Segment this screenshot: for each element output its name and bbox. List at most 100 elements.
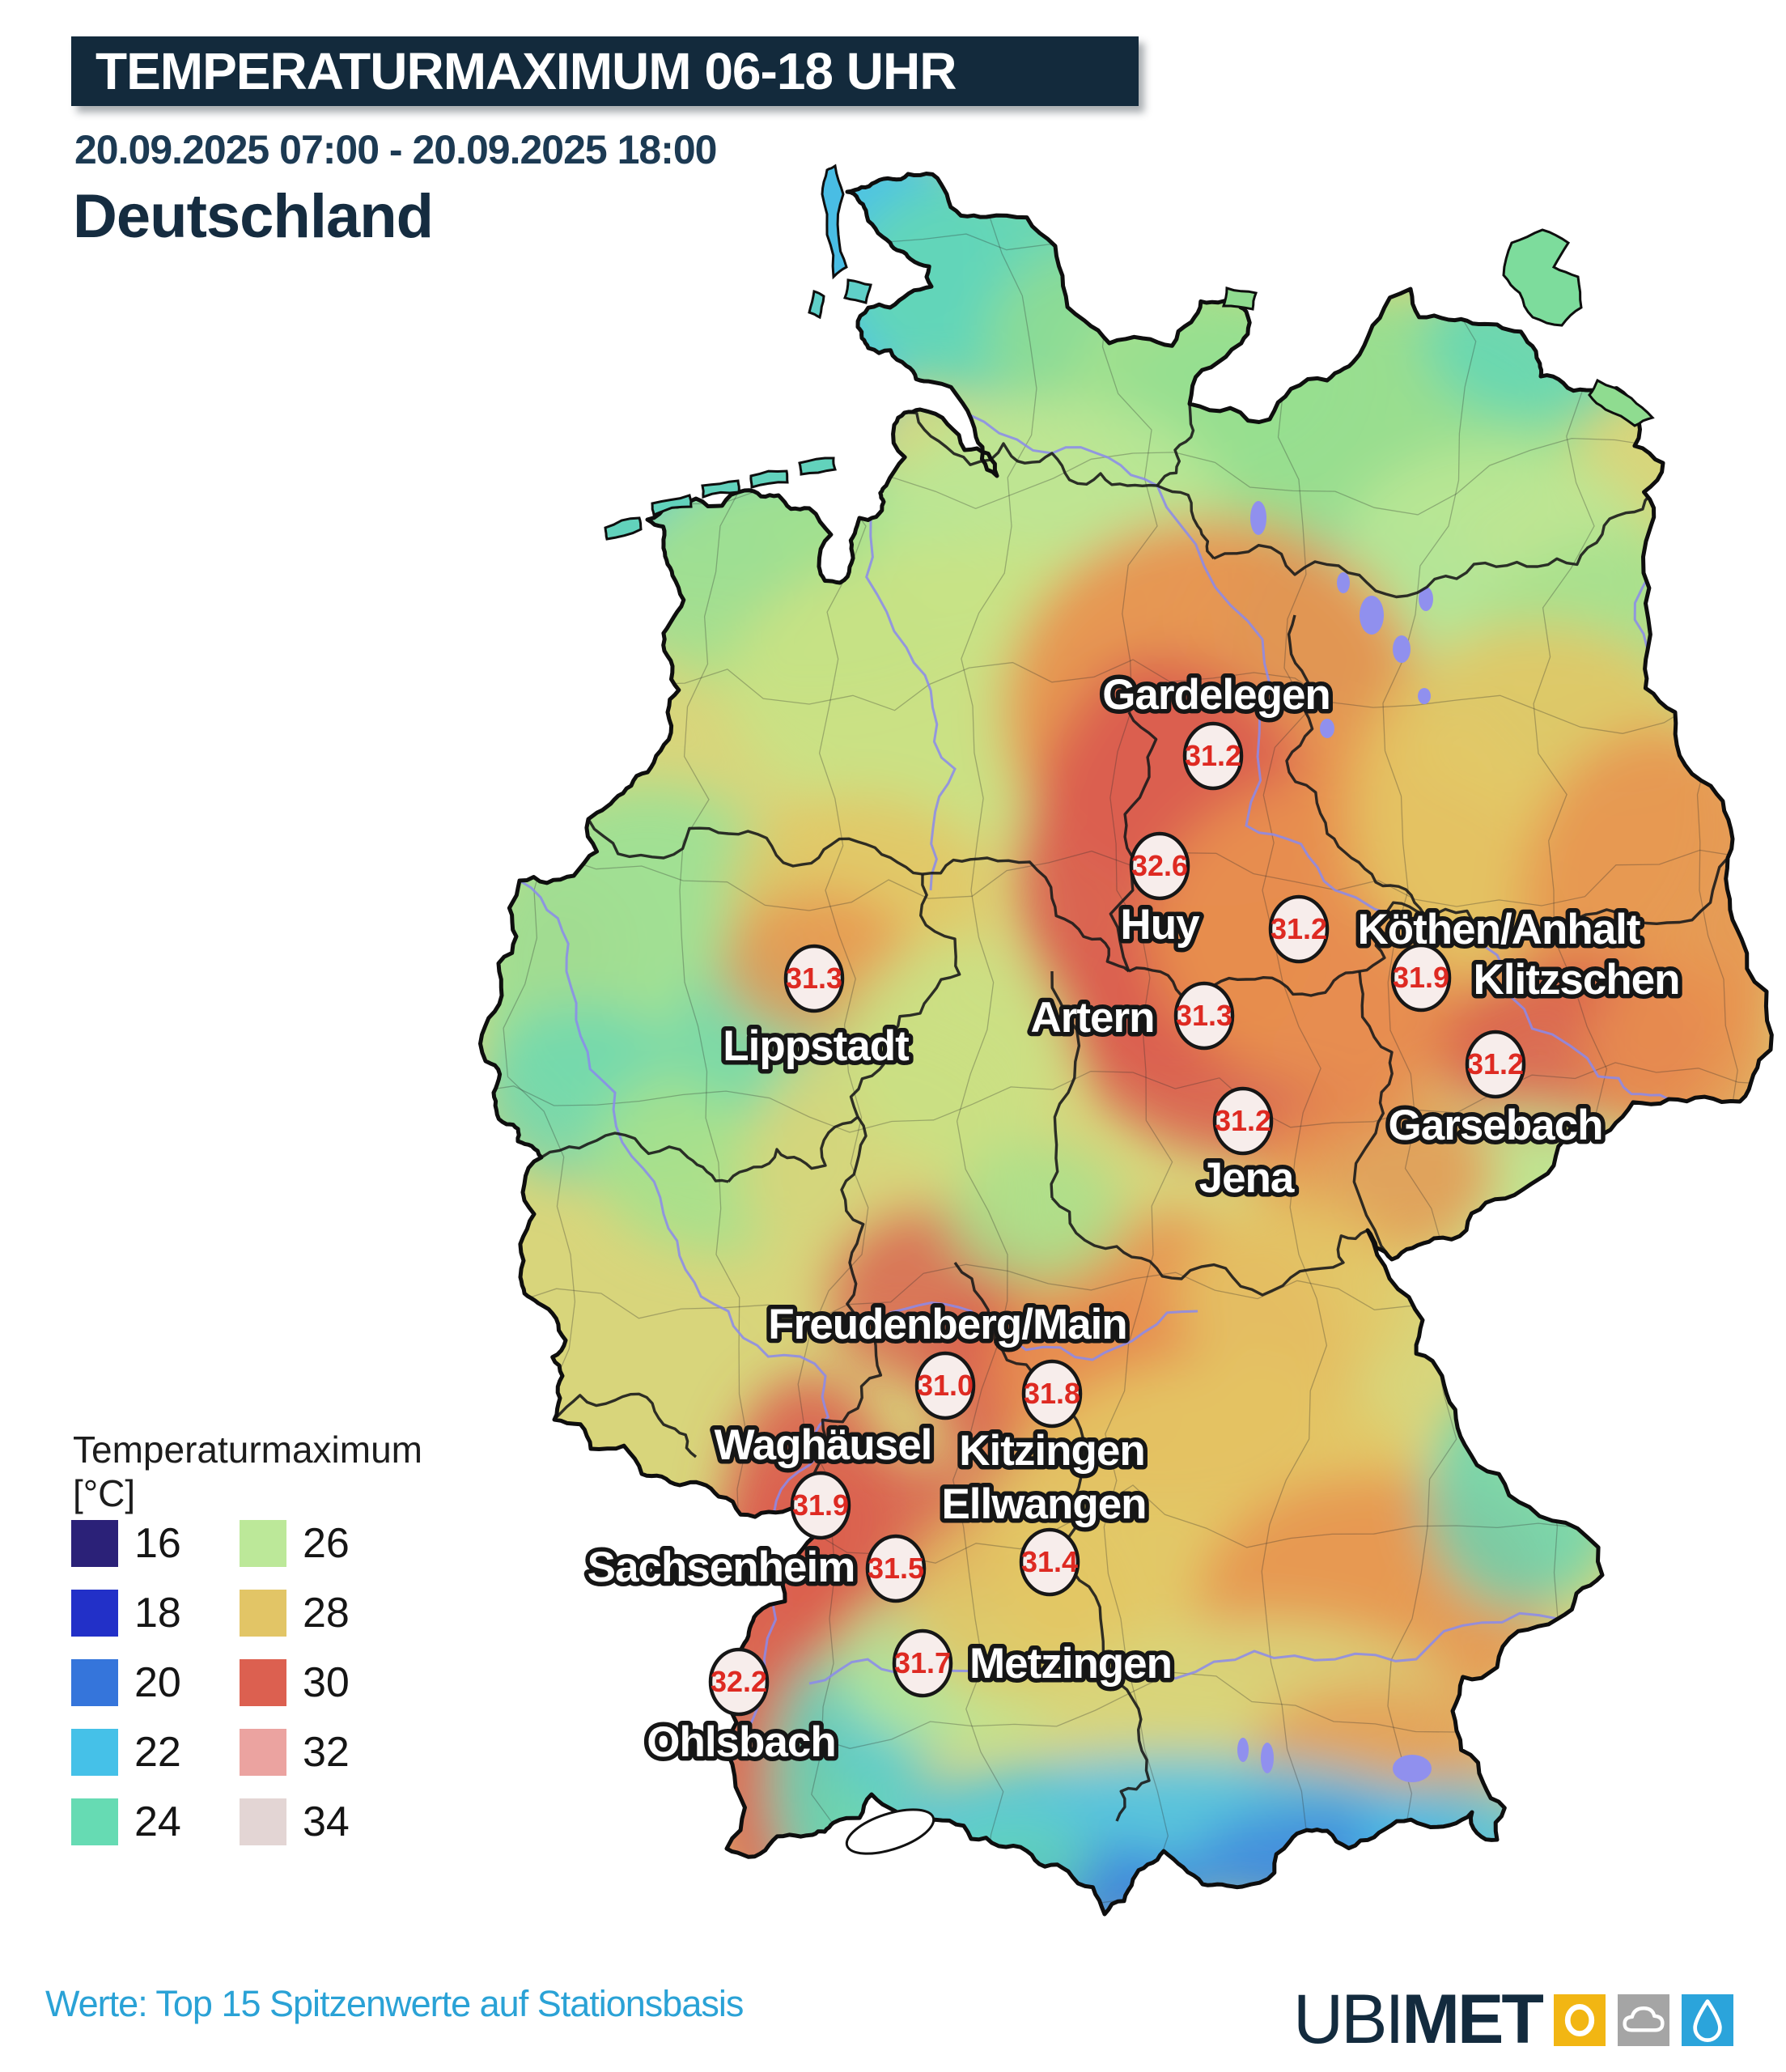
station: 32.6 Huy	[1116, 831, 1206, 953]
legend-value: 16	[134, 1520, 181, 1567]
station-label: Lippstadt	[723, 1022, 909, 1070]
station: 31.2 Köthen/Anhalt	[1268, 894, 1645, 964]
legend-item: 32	[240, 1729, 350, 1776]
station: 32.2 Ohlsbach	[643, 1647, 841, 1771]
station-value: 31.2	[1185, 739, 1241, 772]
legend-value: 32	[303, 1729, 350, 1776]
legend-swatch	[71, 1659, 118, 1706]
date-range: 20.09.2025 07:00 - 20.09.2025 18:00	[74, 127, 717, 172]
station: 31.3 Artern	[1026, 981, 1235, 1051]
station-marker	[1182, 721, 1244, 791]
station-value: 31.3	[1176, 999, 1232, 1032]
legend-swatch	[71, 1590, 118, 1637]
station-value: 32.6	[1131, 849, 1188, 882]
legend-item: 16	[71, 1520, 181, 1567]
page-title: TEMPERATURMAXIMUM 06-18 UHR	[95, 42, 957, 100]
station-label: Garsebach	[1389, 1102, 1603, 1149]
legend-swatch	[71, 1729, 118, 1776]
station-value: 32.2	[711, 1665, 767, 1698]
legend-value: 20	[134, 1659, 181, 1706]
station-marker	[892, 1628, 953, 1698]
station-value: 31.7	[894, 1646, 951, 1679]
station-value: 31.8	[1024, 1377, 1080, 1410]
station-label: Huy	[1120, 901, 1200, 949]
station-marker	[1129, 831, 1190, 901]
station-marker	[1173, 981, 1235, 1051]
legend-swatch	[240, 1659, 286, 1706]
station-label: Jena	[1199, 1154, 1295, 1202]
station-marker	[708, 1647, 770, 1717]
legend-value: 34	[303, 1798, 350, 1845]
lake-constance	[845, 1808, 935, 1855]
station-value: 31.2	[1215, 1104, 1271, 1137]
legend-item: 22	[71, 1729, 181, 1776]
legend-swatch	[240, 1520, 286, 1567]
station-label: Ohlsbach	[647, 1718, 836, 1766]
legend-swatch	[71, 1520, 118, 1567]
station-label: Köthen/Anhalt	[1357, 906, 1640, 953]
station-label: Gardelegen	[1102, 671, 1330, 719]
legend-value: 30	[303, 1659, 350, 1706]
station-marker	[914, 1351, 976, 1420]
station-label: Freudenberg/Main	[768, 1301, 1126, 1348]
station-marker	[790, 1471, 851, 1540]
station-marker	[865, 1534, 927, 1603]
title-bar: TEMPERATURMAXIMUM 06-18 UHR	[71, 36, 1139, 106]
legend-value: 24	[134, 1798, 181, 1845]
station: 31.8 Kitzingen	[955, 1359, 1150, 1480]
legend-column-left: 16 18 20 22 24	[71, 1520, 181, 1868]
station-value: 31.9	[792, 1488, 849, 1522]
legend-item: 28	[240, 1590, 350, 1637]
legend-column-right: 26 28 30 32 34	[240, 1520, 350, 1868]
logo-text-met: MET	[1402, 1981, 1544, 2058]
station-value: 31.2	[1467, 1047, 1524, 1081]
droplet-icon	[1681, 1993, 1733, 2046]
cloud-icon	[1617, 1993, 1669, 2046]
station-marker	[1268, 894, 1330, 964]
station: 31.2 Gardelegen	[1098, 667, 1335, 791]
legend-swatch	[71, 1798, 118, 1845]
sun-icon	[1553, 1993, 1606, 2046]
legend-swatch	[240, 1729, 286, 1776]
station: 31.3 Lippstadt	[719, 944, 914, 1075]
station: 31.7 Metzingen	[892, 1628, 1177, 1698]
legend-value: 28	[303, 1590, 350, 1637]
legend-swatch	[240, 1798, 286, 1845]
legend-value: 22	[134, 1729, 181, 1776]
station: 31.4 Ellwangen	[937, 1476, 1152, 1597]
legend-item: 34	[240, 1798, 350, 1845]
station-value: 31.0	[917, 1369, 974, 1402]
region-title: Deutschland	[73, 182, 434, 251]
station-marker	[783, 944, 845, 1013]
station: 31.9 Waghäusel	[710, 1417, 937, 1540]
station-label: Sachsenheim	[588, 1543, 855, 1591]
legend-value: 26	[303, 1520, 350, 1567]
station-value: 31.9	[1393, 961, 1449, 994]
legend-item: 18	[71, 1590, 181, 1637]
logo-text-ubi: UBI	[1293, 1981, 1404, 2058]
station: 31.2 Garsebach	[1384, 1030, 1608, 1154]
station-marker	[1390, 943, 1452, 1013]
legend-item: 26	[240, 1520, 350, 1567]
station: 31.5 Sachsenheim	[583, 1534, 927, 1603]
station-label: Ellwangen	[941, 1480, 1146, 1528]
station-marker	[1465, 1030, 1526, 1099]
station-value: 31.2	[1271, 912, 1327, 945]
station-value: 31.4	[1021, 1545, 1078, 1578]
station-label: Waghäusel	[715, 1421, 932, 1469]
legend-swatch	[240, 1590, 286, 1637]
station: 31.2 Jena	[1194, 1086, 1300, 1207]
legend-item: 20	[71, 1659, 181, 1706]
footer-note: Werte: Top 15 Spitzenwerte auf Stationsb…	[45, 1983, 744, 2024]
station-marker	[1019, 1527, 1080, 1597]
station-label: Metzingen	[969, 1640, 1172, 1688]
station-marker	[1212, 1086, 1274, 1156]
legend-value: 18	[134, 1590, 181, 1637]
legend-title: Temperaturmaximum [°C]	[73, 1429, 422, 1514]
station-label: Klitzschen	[1473, 956, 1679, 1004]
legend-item: 24	[71, 1798, 181, 1845]
station-label: Artern	[1030, 994, 1154, 1042]
station-value: 31.5	[868, 1552, 924, 1585]
